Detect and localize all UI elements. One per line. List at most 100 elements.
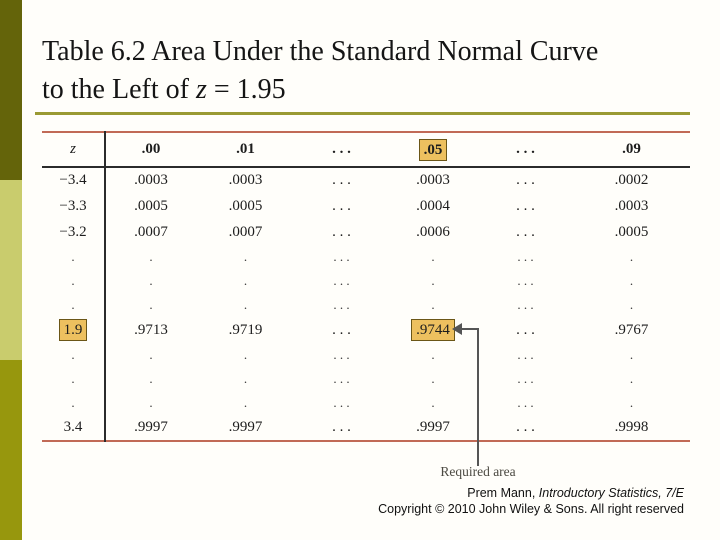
value-cell: . . . (332, 419, 351, 435)
value-cell: .0002 (614, 172, 649, 188)
table-header-row: z .00 .01 . . . .05 . . . .09 (42, 132, 690, 167)
value-cell: . . . (516, 172, 535, 188)
value-cell: .0003 (614, 197, 649, 214)
value-cell: . . . (333, 347, 350, 362)
value-cell: .0003 (228, 172, 263, 188)
z-table: z .00.01. . . .05. . . .09 −3.4.0003.0003. … (42, 131, 690, 442)
value-cell: . (431, 371, 435, 386)
arrow-head-icon (452, 323, 462, 335)
value-cell: . (431, 347, 435, 362)
value-cell: .9997 (134, 419, 168, 435)
value-cell: .9997 (228, 419, 263, 435)
dots-row: ... . . .. . . .. (42, 367, 690, 391)
z-cell: 3.4 (42, 415, 106, 441)
z-variable: z (195, 74, 207, 105)
value-cell: .9767 (614, 321, 649, 338)
table-row: −3.2 .0007 .0007 . . . .0006 . . . .0005 (42, 219, 690, 245)
value-cell: . . . (333, 371, 350, 386)
dots-row: ... . . .. . . .. (42, 343, 690, 367)
value-cell: .0006 (416, 223, 450, 240)
value-cell: . (431, 249, 435, 264)
slide-title-line2-prefix: to the Left of (42, 74, 196, 105)
z-cell: . (42, 367, 106, 391)
value-cell: .9998 (614, 419, 649, 435)
value-cell: .9744 (388, 317, 478, 343)
value-cell: .9997 (416, 419, 450, 435)
value-cell: . . . (516, 419, 535, 435)
arrow-line-horizontal (461, 328, 479, 330)
column-header: .01 (236, 141, 255, 157)
value-cell: .0005 (134, 197, 168, 214)
z-cell: . (42, 245, 106, 269)
value-cell: . (431, 395, 435, 410)
value-cell: . (243, 297, 248, 312)
z-cell: . (42, 269, 106, 293)
arrow-line-vertical (477, 328, 479, 466)
table-row: 1.9 .9713 .9719 . . . .9744 . . . .9767 (42, 317, 690, 343)
z-cell: . (42, 391, 106, 415)
column-header-z: z (42, 132, 106, 167)
value-cell: . (149, 371, 153, 386)
value-cell: . (149, 395, 153, 410)
value-cell: . . . (517, 347, 534, 362)
value-cell: . (629, 371, 634, 386)
value-cell: .0005 (228, 197, 263, 214)
column-header: .09 (622, 141, 641, 157)
value-cell: . (149, 347, 153, 362)
column-header: . . . (332, 141, 351, 157)
slide-title-line1: Table 6.2 Area Under the Standard Normal… (42, 36, 599, 67)
value-cell: . . . (333, 395, 350, 410)
value-cell: . . . (333, 273, 350, 288)
copyright-line: Copyright © 2010 John Wiley & Sons. All … (378, 502, 684, 516)
value-cell: . . . (517, 273, 534, 288)
value-cell: . . . (517, 395, 534, 410)
value-cell: . (149, 249, 153, 264)
value-cell: . . . (517, 371, 534, 386)
required-area-label: Required area (440, 464, 516, 479)
dots-row: ... . . .. . . .. (42, 391, 690, 415)
value-cell: . . . (516, 223, 535, 240)
dots-row: ... . . .. . . .. (42, 245, 690, 269)
slide-title-line2-suffix: = 1.95 (206, 74, 286, 105)
title-underline-rule (35, 112, 690, 115)
value-cell: . . . (516, 321, 535, 338)
value-cell: . . . (332, 197, 351, 214)
value-cell: . (431, 273, 435, 288)
value-cell: . (629, 273, 634, 288)
credit-author: Prem Mann, (467, 486, 539, 500)
value-cell: . . . (333, 297, 350, 312)
column-header: . . . (516, 141, 535, 157)
table-row: 3.4 .9997 .9997 . . . .9997 . . . .9998 (42, 415, 690, 441)
value-cell: . (243, 273, 248, 288)
value-cell: . . . (516, 197, 535, 214)
column-header: .05 (388, 132, 478, 167)
z-cell: 1.9 (42, 317, 106, 343)
sidebar-segment-top (0, 0, 22, 180)
value-cell: .0003 (134, 172, 168, 188)
value-cell: . (629, 249, 634, 264)
sidebar-segment-middle (0, 180, 22, 360)
dots-row: ... . . .. . . .. (42, 269, 690, 293)
value-cell: . . . (517, 297, 534, 312)
credit-book-title: Introductory Statistics, 7/E (538, 486, 684, 500)
footer-credits: Prem Mann, Introductory Statistics, 7/E … (378, 485, 684, 517)
table-row: −3.4 .0003 .0003 . . . .0003 . . . .0002 (42, 167, 690, 193)
column-header: .00 (141, 141, 161, 157)
value-cell: . (243, 371, 248, 386)
value-cell: . (243, 395, 248, 410)
value-cell: . . . (332, 223, 351, 240)
z-cell: −3.4 (42, 167, 106, 193)
value-cell: . (629, 347, 634, 362)
value-cell: . (149, 297, 153, 312)
value-cell: .0005 (614, 223, 649, 240)
value-cell: . (431, 297, 435, 312)
dots-row: ... . . .. . . .. (42, 293, 690, 317)
value-cell: . (243, 347, 248, 362)
sidebar-segment-bottom (0, 360, 22, 540)
value-cell: . . . (333, 249, 350, 264)
z-cell: −3.3 (42, 193, 106, 219)
value-cell: . . . (332, 321, 351, 338)
value-cell: . (629, 395, 634, 410)
z-cell: −3.2 (42, 219, 106, 245)
value-cell: .0007 (134, 223, 168, 240)
